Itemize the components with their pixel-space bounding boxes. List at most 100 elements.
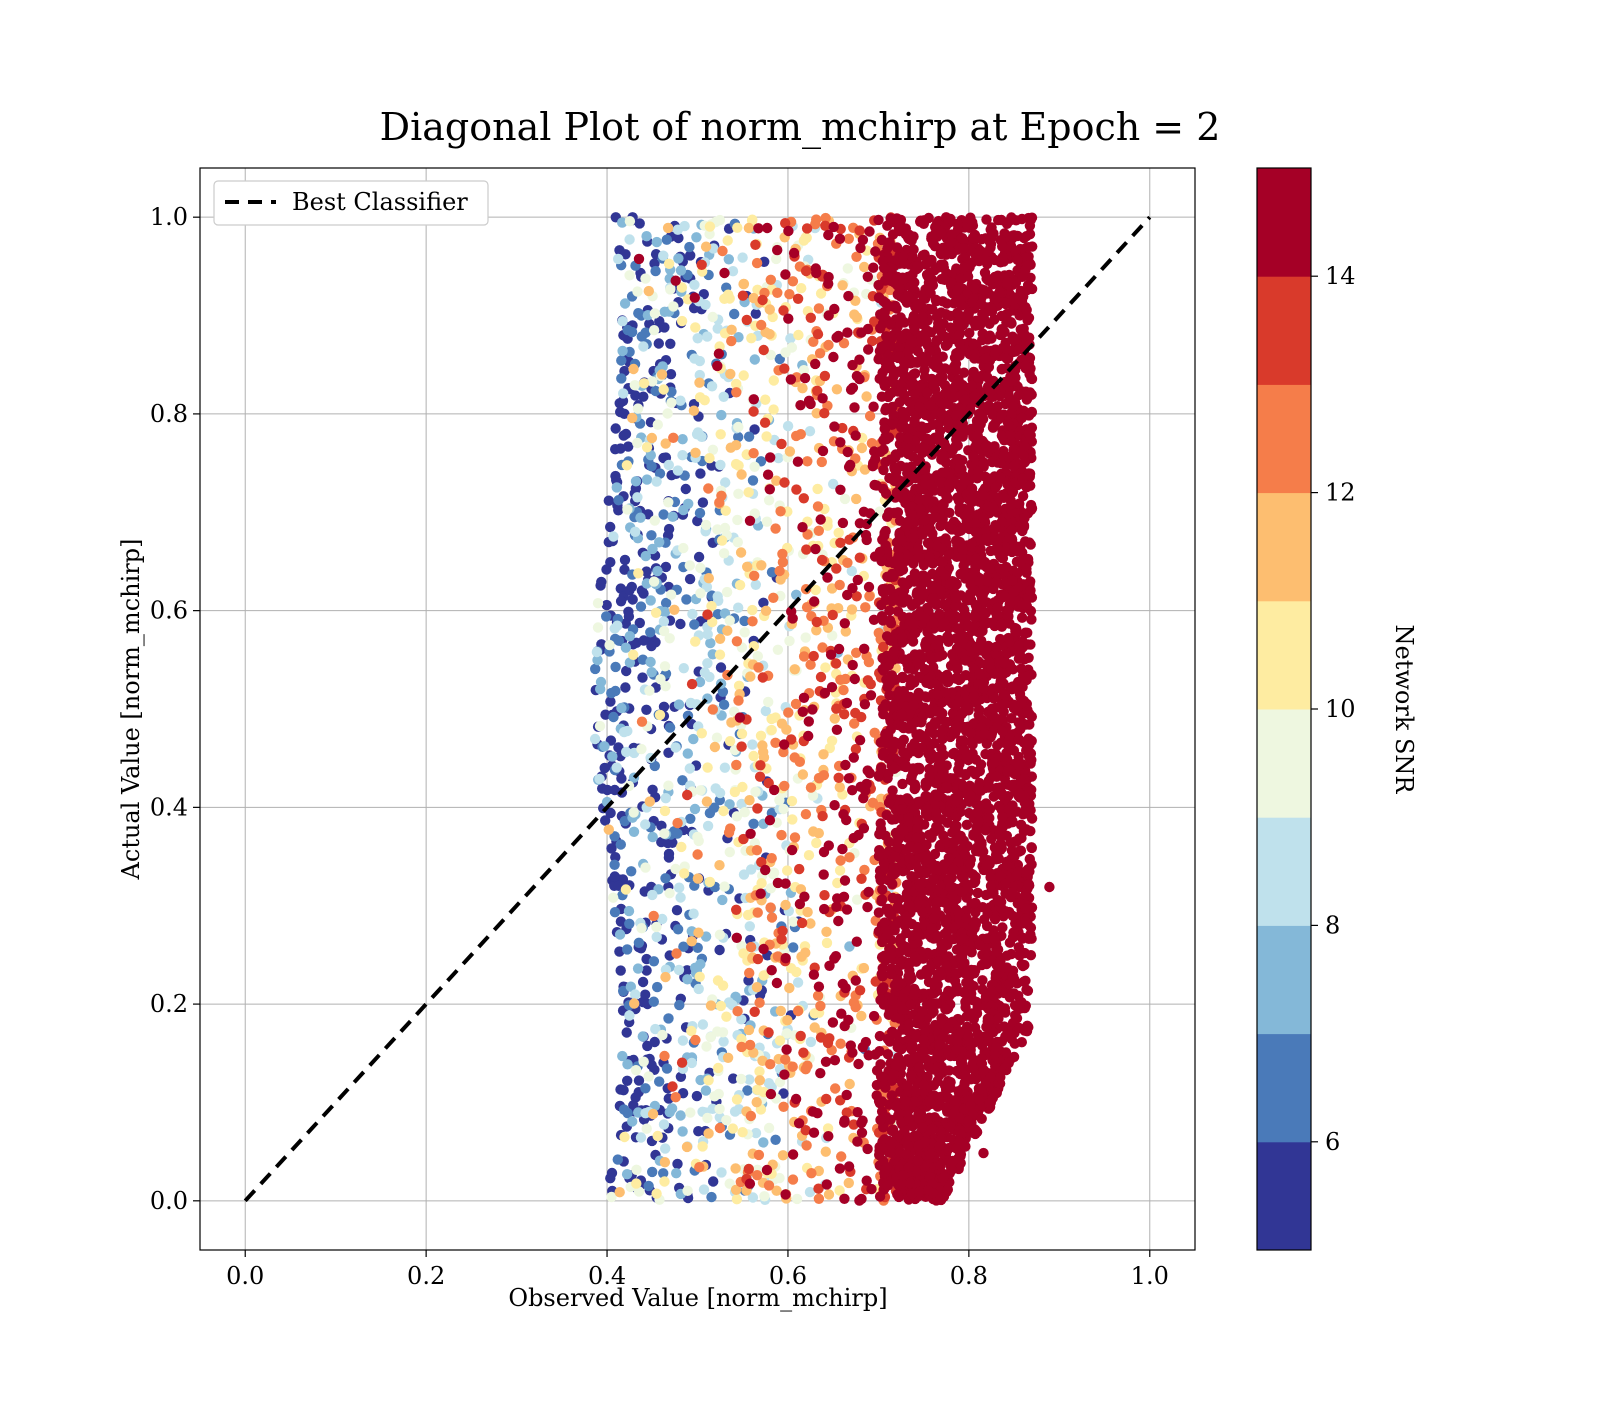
scatter-point — [866, 690, 876, 700]
scatter-point — [720, 763, 730, 773]
scatter-point — [673, 253, 683, 263]
scatter-point — [649, 325, 659, 335]
scatter-point — [984, 657, 994, 667]
scatter-point — [744, 223, 754, 233]
scatter-point — [649, 997, 659, 1007]
scatter-point — [677, 450, 687, 460]
scatter-point — [835, 1163, 845, 1173]
scatter-point — [669, 605, 679, 615]
scatter-point — [657, 1030, 667, 1040]
scatter-point — [750, 1007, 760, 1017]
scatter-point — [733, 460, 743, 470]
scatter-point — [823, 1131, 833, 1141]
scatter-point — [677, 1126, 687, 1136]
scatter-point — [810, 1022, 820, 1032]
scatter-point — [653, 420, 663, 430]
scatter-point — [726, 325, 736, 335]
scatter-point — [790, 664, 800, 674]
scatter-point — [601, 611, 611, 621]
scatter-point — [732, 515, 742, 525]
scatter-point — [650, 308, 660, 318]
scatter-point — [844, 234, 854, 244]
scatter-point — [781, 1044, 791, 1054]
scatter-point — [863, 272, 873, 282]
scatter-point — [687, 609, 697, 619]
scatter-point — [851, 494, 861, 504]
scatter-point — [716, 429, 726, 439]
scatter-point — [642, 474, 652, 484]
scatter-point — [747, 616, 757, 626]
scatter-point — [714, 1089, 724, 1099]
scatter-point — [717, 895, 727, 905]
scatter-point — [771, 254, 781, 264]
scatter-point — [744, 795, 754, 805]
scatter-point — [991, 854, 1001, 864]
scatter-point — [697, 728, 707, 738]
scatter-point — [719, 548, 729, 558]
scatter-point — [831, 658, 841, 668]
scatter-point — [835, 855, 845, 865]
scatter-point — [628, 364, 638, 374]
scatter-point — [811, 838, 821, 848]
scatter-point — [648, 832, 658, 842]
scatter-point — [863, 765, 873, 775]
scatter-point — [821, 927, 831, 937]
scatter-point — [841, 815, 851, 825]
scatter-point — [652, 566, 662, 576]
scatter-point — [712, 733, 722, 743]
scatter-point — [636, 1132, 646, 1142]
scatter-point — [610, 623, 620, 633]
scatter-point — [662, 235, 672, 245]
scatter-point — [722, 626, 732, 636]
scatter-point — [685, 574, 695, 584]
scatter-point — [856, 1011, 866, 1021]
scatter-point — [646, 595, 656, 605]
scatter-point — [744, 432, 754, 442]
scatter-point — [590, 734, 600, 744]
scatter-point — [750, 354, 760, 364]
scatter-point — [647, 433, 657, 443]
scatter-point — [660, 873, 670, 883]
scatter-point — [749, 394, 759, 404]
scatter-point — [742, 315, 752, 325]
scatter-point — [764, 1123, 774, 1133]
scatter-point — [754, 998, 764, 1008]
scatter-point — [817, 555, 827, 565]
scatter-point — [715, 930, 725, 940]
scatter-point — [636, 744, 646, 754]
scatter-point — [733, 489, 743, 499]
scatter-point — [676, 265, 686, 275]
scatter-point — [647, 890, 657, 900]
scatter-point — [616, 703, 626, 713]
scatter-point — [689, 619, 699, 629]
scatter-point — [808, 826, 818, 836]
scatter-point — [781, 953, 791, 963]
scatter-point — [650, 266, 660, 276]
scatter-point — [612, 482, 622, 492]
scatter-point — [855, 735, 865, 745]
scatter-point — [775, 1035, 785, 1045]
scatter-point — [710, 742, 720, 752]
scatter-point — [714, 497, 724, 507]
scatter-point — [599, 741, 609, 751]
scatter-point — [694, 984, 704, 994]
scatter-point — [649, 956, 659, 966]
scatter-point — [671, 276, 681, 286]
scatter-point — [790, 752, 800, 762]
scatter-point — [763, 470, 773, 480]
scatter-point — [726, 443, 736, 453]
scatter-point — [666, 398, 676, 408]
scatter-point — [811, 263, 821, 273]
scatter-point — [857, 443, 867, 453]
scatter-point — [862, 535, 872, 545]
scatter-point — [721, 1012, 731, 1022]
scatter-point — [693, 427, 703, 437]
scatter-point — [1024, 879, 1034, 889]
scatter-point — [769, 868, 779, 878]
scatter-point — [703, 821, 713, 831]
scatter-point — [690, 804, 700, 814]
scatter-point — [717, 246, 727, 256]
scatter-point — [849, 309, 859, 319]
scatter-point — [847, 1048, 857, 1058]
scatter-point — [665, 722, 675, 732]
